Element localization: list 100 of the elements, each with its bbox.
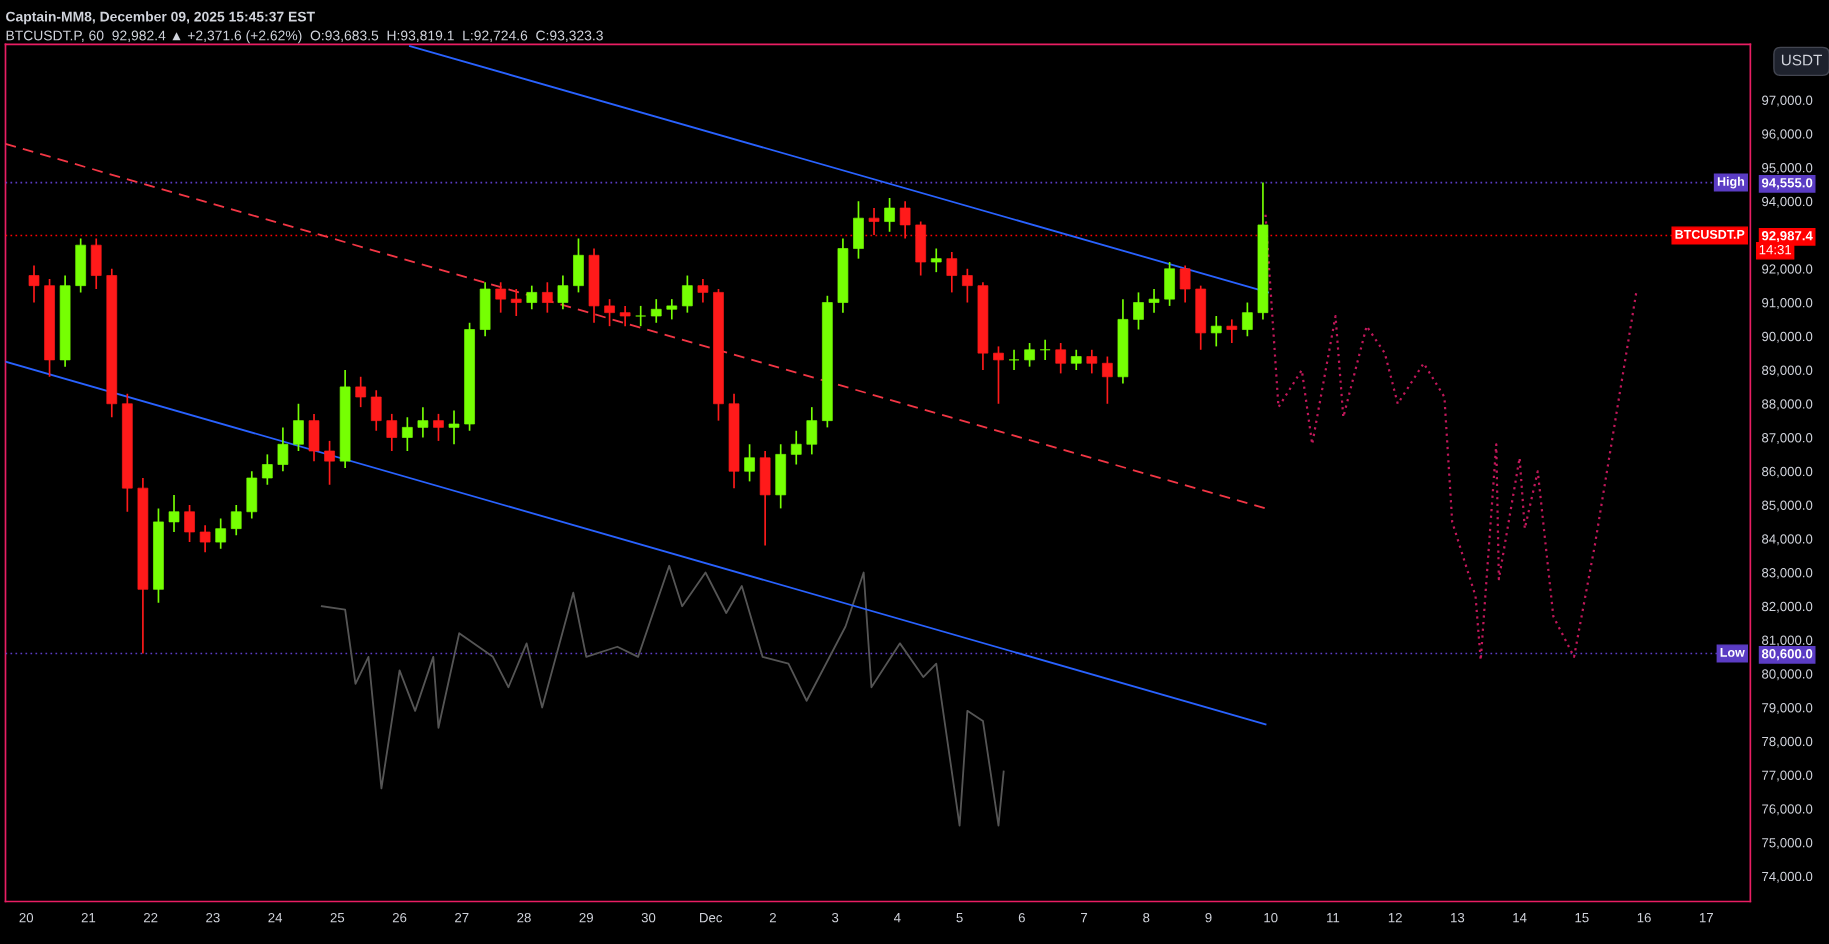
candlestick [495,281,507,314]
x-tick-label: 6 [1018,912,1025,923]
candlestick [962,267,973,304]
y-tick-label: 76,000.0 [1762,804,1813,816]
candlestick [355,375,367,408]
x-tick-label: 26 [392,912,407,923]
y-tick-label: 88,000.0 [1762,399,1813,411]
candlestick [1242,301,1253,338]
y-tick-label: 96,000.0 [1762,129,1813,141]
candlestick [324,440,335,486]
y-tick-label: 83,000.0 [1762,568,1813,579]
candlestick [230,504,242,537]
y-tick-label: 77,000.0 [1762,770,1813,782]
ref-line-label: High [1717,176,1745,189]
candlestick [899,200,911,240]
y-tick-label: 82,000.0 [1762,601,1813,613]
candlestick [28,264,40,304]
x-tick-label: 14 [1513,913,1527,923]
x-tick-label: 17 [1699,913,1713,923]
candlestick [1210,315,1222,348]
x-tick-label: 27 [455,912,469,923]
y-tick-label: 84,000.0 [1762,534,1813,546]
x-tick-label: 20 [19,912,34,923]
candlestick [697,278,709,304]
candlestick [386,413,398,452]
candlestick [215,517,227,550]
candlestick [666,298,678,321]
x-tick-label: 2 [769,912,776,923]
candlestick [199,524,211,554]
line-series [320,564,1005,827]
candlestick [168,494,180,533]
candlestick [293,402,304,452]
line-series [1264,213,1638,662]
candlestick [417,406,429,439]
x-tick-label: 29 [579,912,593,923]
y-axis-title: USDT [1781,54,1823,66]
y-tick-label: 92,000.0 [1762,264,1813,276]
candlestick [542,281,553,314]
x-tick-label: 3 [831,912,839,923]
candlestick [1102,355,1113,405]
candlestick [744,443,755,483]
y-tick-label: 95,000.0 [1762,163,1813,175]
y-tick-label: 92,987.4 [1761,231,1813,243]
x-tick-label: 13 [1451,912,1465,923]
y-tick-label: 89,000.0 [1762,365,1813,377]
ref-line-label: BTCUSDT.P [1675,229,1745,239]
candlestick [448,409,460,446]
x-tick-label: Dec [700,913,723,923]
candlestick [526,284,538,311]
x-tick-label: 9 [1205,912,1212,923]
y-tick-label: 79,000.0 [1762,703,1813,714]
candlestick [1179,264,1191,304]
candlestick [868,207,880,236]
x-tick-label: 12 [1388,912,1402,923]
y-tick-label: 78,000.0 [1762,736,1813,748]
x-tick-label: 15 [1575,913,1589,923]
candlestick [650,298,662,324]
x-tick-label: 8 [1143,912,1150,923]
y-tick-label: 86,000.0 [1762,466,1813,478]
candlestick [1226,318,1238,344]
chart-title: Captain-MM8, December 09, 2025 15:45:37 EST [6,11,315,25]
candlestick [806,406,818,456]
candlestick [930,247,942,273]
candlestick [1024,342,1035,368]
y-tick-label: 85,000.0 [1762,500,1813,512]
y-tick-label: 80,600.0 [1761,649,1813,661]
candlestick [946,251,958,294]
candlestick [557,274,569,311]
candlestick [1133,291,1144,331]
candlestick [1055,342,1067,375]
y-tick-label: 91,000.0 [1762,298,1813,309]
candlestick [262,453,273,486]
candlestick [1039,338,1051,361]
x-tick-label: 23 [206,912,220,923]
x-tick-label: 10 [1264,912,1278,923]
y-tick-label: 87,000.0 [1762,433,1813,444]
x-tick-label: 25 [330,912,345,923]
candlestick [635,305,647,327]
y-tick-label: 75,000.0 [1762,838,1813,849]
text: 14:31 [1759,244,1792,255]
y-tick-label: 94,555.0 [1761,178,1813,190]
y-tick-label: 94,000.0 [1762,196,1813,208]
y-tick-label: 74,000.0 [1762,871,1813,883]
candlestick [884,197,895,233]
candlestick [433,413,444,442]
x-tick-label: 28 [517,912,531,923]
candlestick [184,504,195,543]
candlestick [682,274,693,314]
candlestick [402,416,413,452]
y-tick-label: 80,000.0 [1762,669,1813,681]
candlestick [619,305,631,327]
candlestick [604,298,615,327]
candlestick [277,426,289,473]
x-tick-label: 24 [268,912,283,923]
candlestick [790,429,802,466]
chart-subtitle: BTCUSDT.P, 60 92,982.4 ▲ +2,371.6 (+2.62%) O:93,683.5 H:93,819.1 L:92,724.6 C:93,323.3 [6,30,603,44]
candlestick [1086,348,1098,375]
x-tick-label: 22 [144,912,158,923]
x-tick-label: 30 [641,912,656,923]
x-tick-label: 7 [1081,913,1088,923]
